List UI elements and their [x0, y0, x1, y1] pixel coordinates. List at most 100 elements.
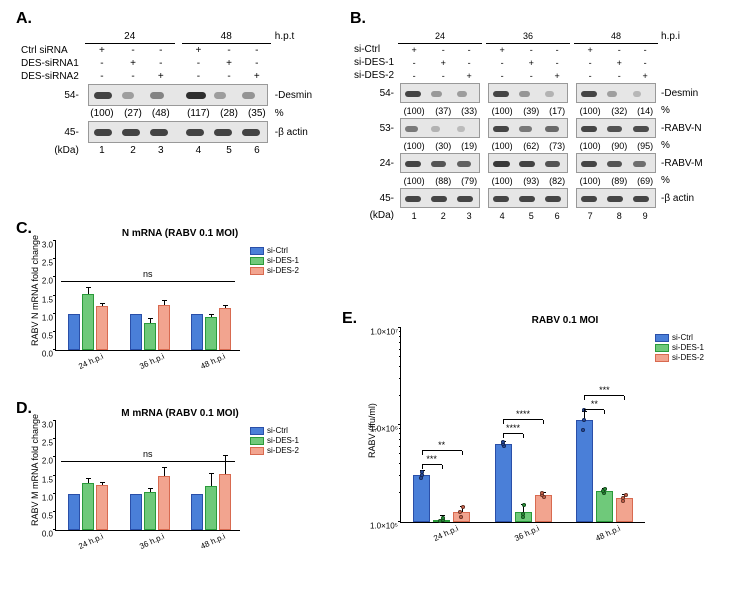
ytick-minor — [399, 492, 401, 493]
panel-e-title: RABV 0.1 MOI — [400, 315, 730, 326]
xtick: 36 h.p.i — [137, 530, 165, 551]
panel-b-mw-desmin: 54- — [352, 82, 398, 104]
panel-d-ylabel: RABV M mRNA fold change — [30, 414, 40, 526]
blot — [488, 188, 568, 208]
band — [607, 161, 622, 167]
bar — [219, 308, 231, 350]
pv: (100) — [85, 107, 119, 120]
sig-stars: **** — [516, 409, 530, 419]
blot — [488, 83, 568, 103]
legend-item: si-DES-1 — [250, 256, 299, 265]
sig-line — [584, 409, 604, 410]
ytick: 1.0×10⁶ — [370, 425, 401, 434]
ytick-minor — [399, 378, 401, 379]
errorbar — [150, 489, 151, 492]
panel-b-tl36: 36 — [486, 30, 570, 43]
blot — [488, 118, 568, 138]
errorcap — [148, 318, 153, 319]
ln: 3 — [456, 209, 482, 222]
ln: 1 — [85, 144, 119, 157]
ln: 7 — [574, 209, 606, 222]
legend-item: si-Ctrl — [655, 333, 704, 342]
ytick: 1.5 — [42, 295, 56, 304]
ytick: 0.0 — [42, 350, 56, 359]
ytick: 2.5 — [42, 259, 56, 268]
errorcap — [86, 478, 91, 479]
pv: (100) — [486, 174, 518, 187]
panel-e-area: RABV (ffu/ml) 1.0×10⁵1.0×10⁶1.0×10⁷24 h.… — [400, 328, 645, 523]
m: - — [518, 69, 544, 82]
ln: 5 — [215, 144, 243, 157]
legend-swatch — [250, 427, 264, 435]
band — [457, 161, 471, 167]
band — [519, 91, 530, 97]
errorcap — [223, 455, 228, 456]
errorbar — [150, 319, 151, 323]
m: + — [243, 70, 271, 83]
bar — [596, 491, 613, 522]
band — [633, 126, 649, 132]
band — [431, 126, 440, 132]
bar — [158, 476, 170, 531]
sig-tick — [543, 420, 544, 424]
ytick-line — [53, 240, 56, 241]
m: - — [574, 56, 606, 69]
panel-d-title: M mRNA (RABV 0.1 MOI) — [55, 408, 305, 419]
panel-a-table: 24 48 h.p.t Ctrl siRNA +-- +-- DES-siRNA… — [18, 30, 315, 157]
pv: (14) — [632, 104, 658, 117]
errorbar — [88, 479, 89, 483]
panel-b-kda: (kDa) — [352, 209, 398, 222]
band — [545, 126, 559, 132]
panel-a-label: A. — [16, 10, 32, 28]
bar — [495, 444, 512, 522]
ns-text: ns — [143, 449, 153, 459]
band — [122, 92, 134, 99]
ytick-minor — [399, 433, 401, 434]
dot — [581, 428, 585, 432]
figure: A. 24 48 h.p.t Ctrl siRNA +-- +-- DES-si… — [10, 10, 725, 595]
pv: (27) — [119, 107, 147, 120]
ytick-line — [53, 295, 56, 296]
band — [431, 161, 446, 167]
m: - — [147, 44, 175, 58]
band — [457, 126, 465, 132]
sig-tick — [422, 465, 423, 469]
sig-stars: ** — [591, 399, 598, 409]
ytick-line — [53, 313, 56, 314]
ytick-line — [53, 511, 56, 512]
errorcap — [162, 300, 167, 301]
ytick-line — [53, 276, 56, 277]
band — [545, 161, 560, 167]
ytick-line — [398, 521, 401, 522]
panel-c-title: N mRNA (RABV 0.1 MOI) — [55, 228, 305, 239]
panel-c-chart: N mRNA (RABV 0.1 MOI) RABV N mRNA fold c… — [55, 228, 305, 351]
sig-stars: *** — [426, 454, 437, 464]
bar — [68, 494, 80, 530]
sig-stars: **** — [506, 423, 520, 433]
panel-a-desmin-label: -Desmin — [271, 83, 315, 107]
m: - — [243, 57, 271, 70]
legend-item: si-DES-1 — [655, 343, 704, 352]
band — [607, 126, 622, 132]
legend-text: si-Ctrl — [267, 246, 288, 255]
band — [186, 129, 204, 136]
errorbar — [102, 483, 103, 485]
band — [150, 129, 168, 136]
band — [242, 92, 255, 99]
ytick-minor — [399, 395, 401, 396]
sig-stars: *** — [599, 385, 610, 395]
ln: 6 — [243, 144, 271, 157]
legend-text: si-DES-2 — [267, 446, 299, 455]
bar — [82, 294, 94, 350]
band — [214, 129, 232, 136]
band — [493, 91, 509, 97]
ln: 5 — [518, 209, 544, 222]
errorbar — [164, 301, 165, 305]
pv: (35) — [243, 107, 271, 120]
legend-swatch — [250, 447, 264, 455]
panel-d-area: RABV M mRNA fold change 0.00.51.01.52.02… — [55, 421, 240, 531]
pv: (100) — [486, 104, 518, 117]
sig-tick — [624, 396, 625, 400]
errorcap — [86, 287, 91, 288]
panel-b-pl1: % — [658, 104, 705, 117]
